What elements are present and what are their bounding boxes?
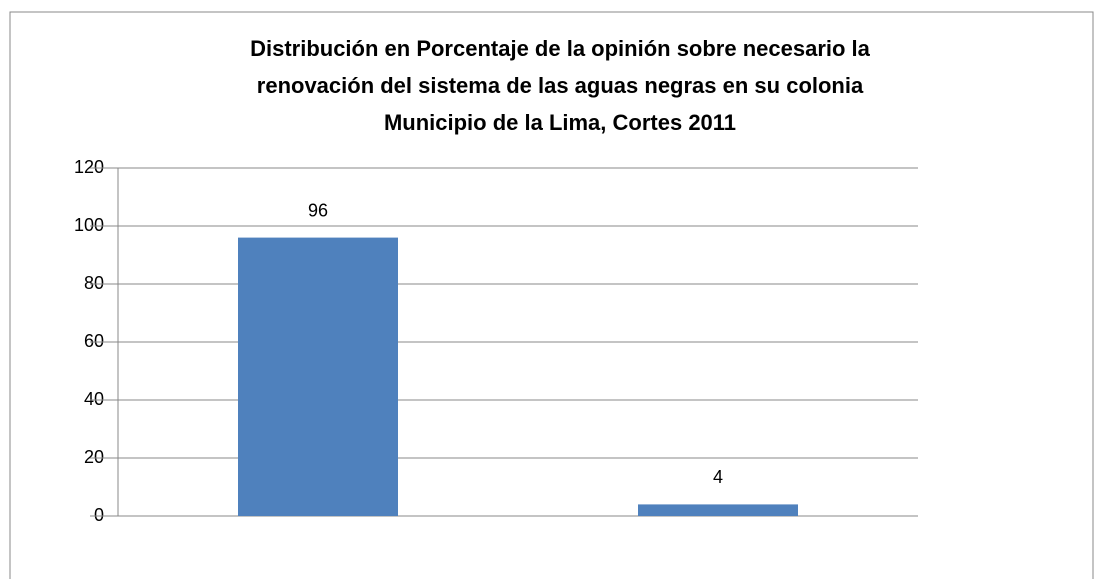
y-tick-label: 60 [84,331,104,351]
y-tick-label: 0 [94,505,104,525]
y-tick-label: 100 [74,215,104,235]
bar [638,504,798,516]
y-tick-label: 80 [84,273,104,293]
chart-title: Distribución en Porcentaje de la opinión… [250,36,871,61]
chart-title: Municipio de la Lima, Cortes 2011 [384,110,736,135]
chart-title: renovación del sistema de las aguas negr… [257,73,864,98]
chart-frame [9,11,1094,579]
y-tick-label: 20 [84,447,104,467]
y-tick-label: 40 [84,389,104,409]
data-label: 96 [308,200,328,220]
data-label: 4 [713,467,723,487]
y-tick-label: 120 [74,157,104,177]
bar [238,237,398,516]
